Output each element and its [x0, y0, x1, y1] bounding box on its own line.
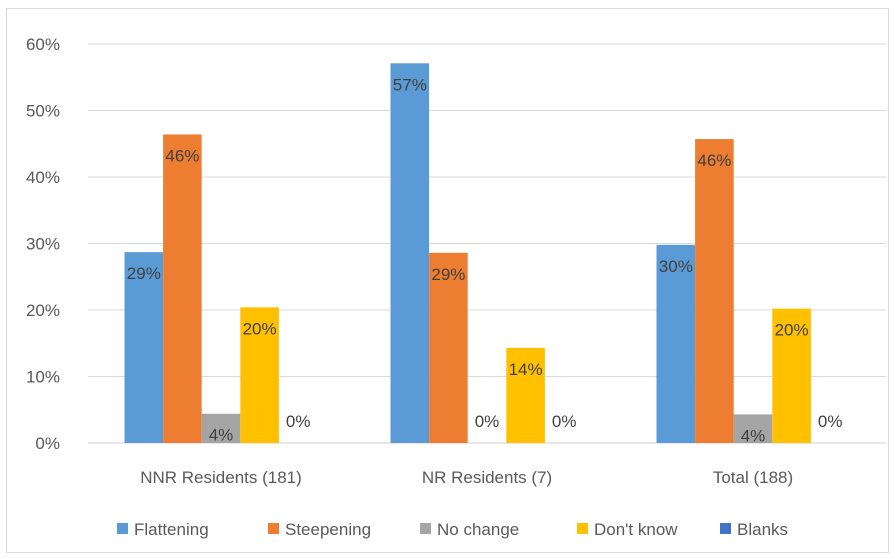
- bar: [163, 134, 202, 443]
- x-tick-label: NR Residents (7): [422, 468, 552, 487]
- legend-item: Blanks: [720, 520, 788, 539]
- data-label: 0%: [818, 412, 843, 431]
- data-label: 20%: [243, 319, 277, 338]
- legend-swatch: [720, 523, 731, 534]
- y-tick-label: 0%: [35, 434, 60, 453]
- gridlines: [88, 43, 886, 444]
- bar: [390, 63, 430, 443]
- bar: [240, 307, 279, 443]
- y-tick-label: 50%: [26, 102, 60, 121]
- bar: [124, 252, 164, 443]
- chart-frame: 0% 10% 20% 30% 40% 50% 60% 29% 46% 4% 20% 0% 57% 29%…: [6, 8, 889, 553]
- y-tick-label: 60%: [26, 35, 60, 54]
- legend-item: Steepening: [268, 520, 371, 539]
- legend-label: Blanks: [737, 520, 788, 539]
- bar-chart: 0%10%20%30%40%50%60% 29%46%4%20%0%57%29%…: [26, 35, 886, 539]
- data-label: 46%: [165, 146, 199, 165]
- y-tick-label: 30%: [26, 235, 60, 254]
- bar: [772, 308, 811, 443]
- bar: [506, 347, 545, 443]
- data-label: 57%: [393, 75, 427, 94]
- data-label: 14%: [509, 360, 543, 379]
- legend-label: Don't know: [594, 520, 678, 539]
- data-label: 4%: [209, 426, 234, 445]
- x-tick-label: NNR Residents (181): [140, 468, 302, 487]
- x-axis-tick-labels: NNR Residents (181) NR Residents (7) Total…: [140, 468, 793, 487]
- x-tick-label: Total (188): [713, 468, 793, 487]
- data-label: 29%: [127, 264, 161, 283]
- data-label: 0%: [475, 412, 500, 431]
- legend-item: Don't know: [577, 520, 678, 539]
- legend-swatch: [268, 523, 279, 534]
- data-label: 4%: [741, 426, 766, 445]
- data-label: 20%: [775, 321, 809, 340]
- data-labels: 29% 46% 4% 20% 0% 57% 29% 0% 14% 0% 30% 46% 4% 20% 0%: [127, 75, 843, 445]
- data-label: 30%: [659, 257, 693, 276]
- data-label: 29%: [431, 265, 465, 284]
- bar: [656, 244, 696, 443]
- bar: [733, 414, 773, 443]
- y-tick-label: 20%: [26, 301, 60, 320]
- bars: [124, 63, 811, 443]
- legend-item: Flattening: [117, 520, 209, 539]
- y-tick-label: 40%: [26, 168, 60, 187]
- data-label: 0%: [552, 412, 577, 431]
- bar: [201, 413, 241, 443]
- legend-swatch: [420, 523, 431, 534]
- legend-label: Steepening: [285, 520, 371, 539]
- y-tick-label: 10%: [26, 368, 60, 387]
- data-label: 46%: [697, 151, 731, 170]
- legend: Flattening Steepening No change Don't know B…: [117, 520, 788, 539]
- legend-label: No change: [437, 520, 519, 539]
- bar: [429, 252, 468, 443]
- legend-label: Flattening: [134, 520, 209, 539]
- data-label: 0%: [286, 412, 311, 431]
- legend-item: No change: [420, 520, 519, 539]
- legend-swatch: [577, 523, 588, 534]
- legend-swatch: [117, 523, 128, 534]
- y-axis-tick-labels: 0% 10% 20% 30% 40% 50% 60%: [26, 35, 60, 453]
- bar: [695, 139, 734, 443]
